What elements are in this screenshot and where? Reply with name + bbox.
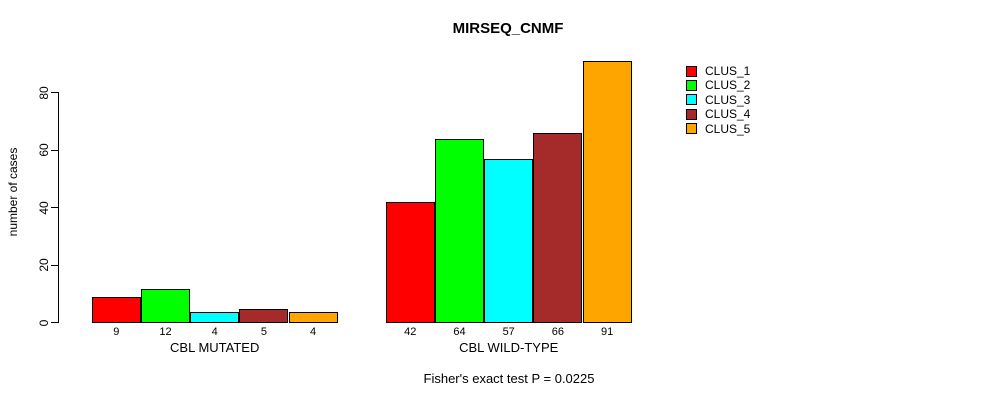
- group-label-cbl-wild-type: CBL WILD-TYPE: [459, 340, 559, 355]
- y-tick-60: [51, 149, 58, 151]
- bar-cbl-wild-type-clus_2: [434, 139, 485, 323]
- footnote: Fisher's exact test P = 0.0225: [423, 371, 595, 386]
- y-tick-label-0: 0: [37, 319, 51, 326]
- bar-value-label: 5: [260, 326, 267, 338]
- y-tick-40: [51, 207, 58, 208]
- bar-cbl-wild-type-clus_1: [385, 202, 435, 323]
- legend-label-clus_2: CLUS_2: [705, 78, 751, 93]
- legend-item-clus_2: CLUS_2: [686, 78, 750, 92]
- legend-swatch-clus_1: [686, 65, 697, 77]
- legend-label-clus_1: CLUS_1: [705, 64, 751, 78]
- y-tick-0: [51, 322, 58, 323]
- group-label-cbl-mutated: CBL MUTATED: [170, 340, 260, 355]
- chart-title: MIRSEQ_CNMF: [452, 20, 564, 37]
- y-tick-label-80: 80: [37, 85, 51, 100]
- legend-item-clus_5: CLUS_5: [686, 122, 750, 136]
- bar-cbl-mutated-clus_2: [140, 288, 191, 323]
- bar-cbl-wild-type-clus_3: [484, 159, 534, 323]
- y-axis: [58, 92, 59, 323]
- bar-value-label: 4: [211, 326, 218, 338]
- bar-value-label: 91: [600, 326, 614, 338]
- bar-cbl-mutated-clus_5: [288, 311, 338, 323]
- legend-swatch-clus_3: [686, 94, 697, 106]
- y-tick-label-20: 20: [37, 258, 51, 272]
- y-tick-label-40: 40: [37, 200, 51, 215]
- legend-swatch-clus_4: [686, 108, 697, 120]
- bar-cbl-wild-type-clus_5: [582, 61, 632, 323]
- bar-value-label: 9: [113, 326, 120, 338]
- legend-label-clus_4: CLUS_4: [705, 107, 751, 122]
- legend-item-clus_1: CLUS_1: [686, 64, 750, 78]
- bar-cbl-wild-type-clus_4: [533, 133, 583, 323]
- y-tick-20: [51, 264, 58, 266]
- legend-label-clus_3: CLUS_3: [705, 92, 751, 107]
- y-tick-80: [51, 92, 58, 93]
- bar-cbl-mutated-clus_1: [91, 297, 141, 323]
- bar-value-label: 66: [551, 326, 565, 338]
- bar-value-label: 57: [502, 326, 515, 338]
- bar-value-label: 64: [453, 326, 466, 338]
- y-axis-label: number of cases: [6, 147, 20, 237]
- bar-cbl-mutated-clus_4: [239, 308, 289, 323]
- legend-item-clus_3: CLUS_3: [686, 93, 750, 107]
- bar-cbl-mutated-clus_3: [190, 311, 240, 323]
- legend-swatch-clus_5: [686, 123, 697, 135]
- bar-value-label: 12: [159, 326, 172, 338]
- legend-label-clus_5: CLUS_5: [705, 121, 751, 136]
- bar-value-label: 42: [404, 326, 417, 338]
- legend-swatch-clus_2: [686, 79, 697, 91]
- bar-value-label: 4: [310, 326, 317, 338]
- legend-item-clus_4: CLUS_4: [686, 107, 750, 121]
- y-tick-label-60: 60: [37, 143, 51, 157]
